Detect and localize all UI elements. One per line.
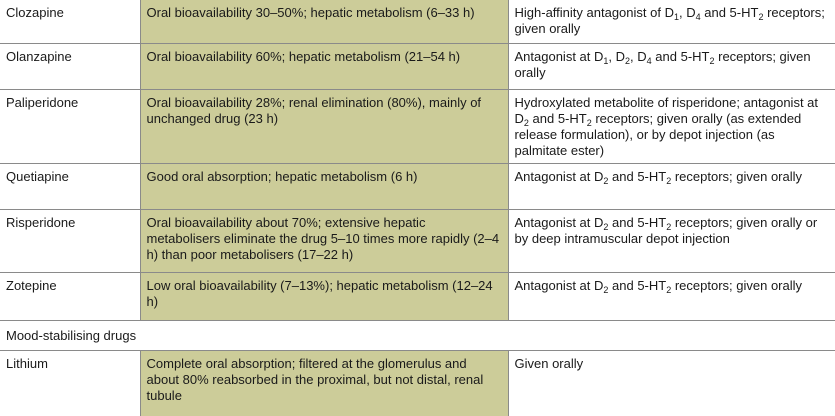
- subscript: 2: [758, 12, 764, 22]
- notes-text: receptors; given orally: [514, 48, 811, 80]
- notes-text: and 5-HT: [608, 277, 667, 293]
- notes-text: and 5-HT: [651, 48, 710, 64]
- pharmacokinetics-cell: Oral bioavailability 30–50%; hepatic met…: [139, 0, 509, 43]
- subscript: 2: [586, 117, 592, 128]
- notes-cell: Antagonist at D1, D2, D4 and 5-HT2 recep…: [508, 42, 835, 89]
- notes-text: , D: [608, 48, 626, 64]
- section-heading-row: Mood-stabilising drugs: [0, 319, 835, 350]
- notes-text: High-affinity antagonist of D: [514, 5, 674, 20]
- notes-text: and 5-HT: [608, 214, 667, 230]
- table-row: Olanzapine Oral bioavailability 60%; hep…: [0, 42, 835, 89]
- table-row: Lithium Complete oral absorption; filter…: [0, 349, 835, 416]
- drug-name: Clozapine: [6, 5, 64, 20]
- subscript: 2: [666, 221, 672, 232]
- notes-cell: Given orally: [508, 349, 835, 416]
- notes-cell: Hydroxylated metabolite of risperidone; …: [508, 88, 835, 163]
- notes-text: receptors; given orally: [671, 277, 803, 293]
- notes-text: receptors; given orally (as extended rel…: [514, 110, 802, 158]
- notes-text: Antagonist at D: [514, 214, 604, 230]
- drug-name: Lithium: [0, 349, 140, 416]
- pharmacokinetics-cell: Oral bioavailability 28%; renal eliminat…: [139, 88, 509, 163]
- pharmacokinetics-cell: Low oral bioavailability (7–13%); hepati…: [139, 271, 509, 320]
- subscript: 2: [603, 284, 609, 295]
- table-row: Zotepine Low oral bioavailability (7–13%…: [0, 271, 835, 320]
- subscript: 2: [666, 284, 672, 295]
- pharmacokinetics-cell: Oral bioavailability about 70%; extensiv…: [139, 208, 509, 272]
- notes-text: receptors; given orally: [514, 5, 825, 36]
- notes-cell: Antagonist at D2 and 5-HT2 receptors; gi…: [508, 208, 835, 272]
- table-row: Clozapine Oral bioavailability 30–50%; h…: [0, 0, 835, 43]
- subscript: 2: [709, 55, 715, 66]
- pharmacokinetics-cell: Oral bioavailability 60%; hepatic metabo…: [139, 42, 509, 89]
- notes-text: and 5-HT: [608, 168, 667, 184]
- drug-name: Risperidone: [0, 208, 140, 272]
- notes-text: Antagonist at D: [514, 48, 604, 64]
- subscript: 4: [646, 55, 652, 66]
- notes-cell: Antagonist at D2 and 5-HT2 receptors; gi…: [508, 271, 835, 320]
- subscript: 1: [603, 55, 609, 66]
- notes-cell: High-affinity antagonist of D1, D4 and 5…: [508, 0, 835, 43]
- drug-name: Paliperidone: [0, 88, 140, 163]
- notes-text: Given orally: [514, 355, 584, 371]
- table-row: Quetiapine Good oral absorption; hepatic…: [0, 162, 835, 209]
- notes-text: Antagonist at D: [514, 168, 604, 184]
- subscript: 2: [603, 175, 609, 186]
- section-heading: Mood-stabilising drugs: [0, 319, 835, 350]
- notes-text: and 5-HT: [528, 110, 587, 126]
- drug-name: Olanzapine: [0, 42, 140, 89]
- notes-text: and 5-HT: [700, 5, 759, 20]
- drug-name: Zotepine: [0, 271, 140, 320]
- notes-text: Hydroxylated metabolite of risperidone; …: [514, 94, 819, 126]
- notes-text: , D: [678, 5, 696, 20]
- notes-text: receptors; given orally or by deep intra…: [514, 214, 818, 246]
- pharmacokinetics-cell: Good oral absorption; hepatic metabolism…: [139, 162, 509, 209]
- subscript: 2: [666, 175, 672, 186]
- notes-text: Antagonist at D: [514, 277, 604, 293]
- subscript: 2: [625, 55, 631, 66]
- notes-text: receptors; given orally: [671, 168, 803, 184]
- pharmacokinetics-cell: Complete oral absorption; filtered at th…: [139, 349, 509, 416]
- drug-name: Quetiapine: [0, 162, 140, 209]
- subscript: 2: [523, 117, 529, 128]
- subscript: 2: [603, 221, 609, 232]
- subscript: 4: [695, 12, 701, 22]
- table-row: Paliperidone Oral bioavailability 28%; r…: [0, 88, 835, 163]
- notes-text: , D: [630, 48, 647, 64]
- table-row: Risperidone Oral bioavailability about 7…: [0, 208, 835, 272]
- notes-cell: Antagonist at D2 and 5-HT2 receptors; gi…: [508, 162, 835, 209]
- subscript: 1: [673, 12, 679, 22]
